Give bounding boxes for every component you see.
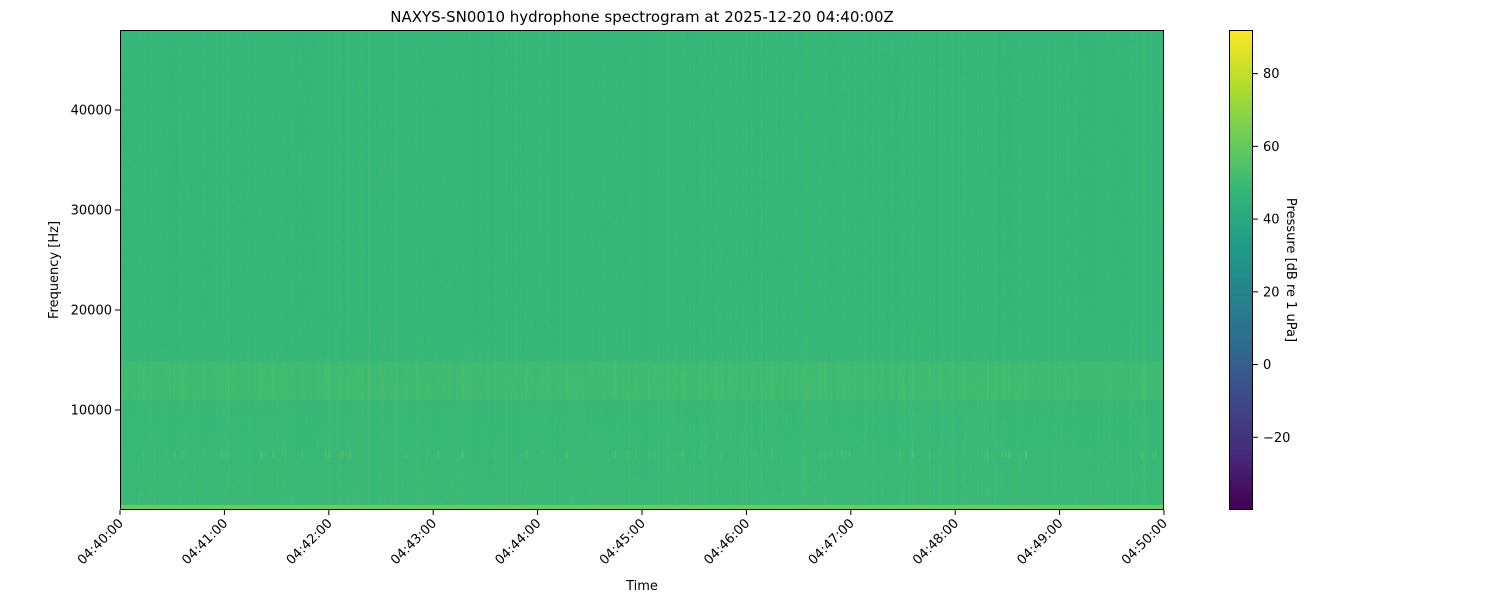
y-tick-label: 10000 xyxy=(71,404,112,419)
y-tick-label: 20000 xyxy=(71,304,112,319)
y-axis-ticks: 10000 20000 30000 40000 xyxy=(71,104,120,419)
x-tick-label: 04:40:00 xyxy=(75,516,127,568)
colorbar-ticks: −20 0 20 40 60 80 xyxy=(1253,67,1290,446)
colorbar-tick-label: 0 xyxy=(1263,358,1271,373)
x-tick-label: 04:50:00 xyxy=(1119,516,1171,568)
x-tick-label: 04:43:00 xyxy=(388,516,440,568)
x-tick-label: 04:45:00 xyxy=(597,516,649,568)
colorbar-gradient xyxy=(1229,30,1253,510)
x-axis-ticks: 04:40:00 04:41:00 04:42:00 04:43:00 04:44:00… xyxy=(75,510,1171,568)
colorbar-frame xyxy=(1229,30,1253,510)
y-tick-label: 30000 xyxy=(71,204,112,219)
x-tick-label: 04:49:00 xyxy=(1015,516,1067,568)
colorbar-tick-label: 80 xyxy=(1263,67,1280,82)
colorbar-tick-label: 40 xyxy=(1263,213,1280,228)
x-tick-label: 04:41:00 xyxy=(179,516,231,568)
spectrogram-image xyxy=(120,30,1164,510)
x-tick-label: 04:47:00 xyxy=(806,516,858,568)
colorbar-tick-label: −20 xyxy=(1263,431,1290,446)
x-tick-label: 04:44:00 xyxy=(493,516,545,568)
colorbar-tick-label: 20 xyxy=(1263,285,1280,300)
chart-title: NAXYS-SN0010 hydrophone spectrogram at 2… xyxy=(390,8,894,26)
plot-frame xyxy=(120,30,1164,510)
x-tick-label: 04:48:00 xyxy=(910,516,962,568)
y-tick-label: 40000 xyxy=(71,104,112,119)
x-tick-label: 04:42:00 xyxy=(284,516,336,568)
colorbar-tick-label: 60 xyxy=(1263,140,1280,155)
y-axis-label: Frequency [Hz] xyxy=(47,221,62,319)
x-axis-label: Time xyxy=(625,579,658,594)
x-tick-label: 04:46:00 xyxy=(701,516,753,568)
colorbar-label: Pressure [dB re 1 uPa] xyxy=(1283,198,1298,342)
